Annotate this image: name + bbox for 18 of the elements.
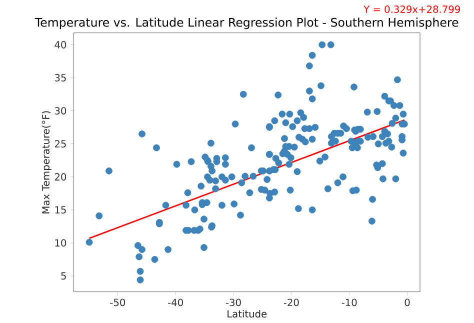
x-tick-label: -10: [342, 298, 357, 306]
y-axis-title: Max Temperature(°F): [42, 111, 52, 214]
y-tick-label: 5: [61, 272, 66, 280]
y-tick-label: 10: [55, 239, 66, 247]
x-tick-label: -20: [284, 298, 299, 306]
y-tick-label: 15: [55, 206, 66, 214]
x-axis-title: Latitude: [228, 310, 267, 318]
y-tick-label: 30: [54, 107, 66, 115]
y-tick-label: 35: [54, 74, 66, 82]
x-tick-label: -40: [168, 298, 183, 306]
x-tick-label: -50: [110, 298, 126, 306]
x-tick-label: -30: [226, 298, 241, 306]
y-tick-label: 40: [54, 41, 66, 49]
y-tick-label: 20: [54, 173, 66, 181]
y-tick-label: 25: [54, 140, 66, 148]
chart-title: Temperature vs. Latitude Linear Regression Plot - Southern Hemisphere: [34, 18, 458, 30]
text: Y = 0.329x+28.799: [364, 6, 460, 14]
x-tick-label: 0: [404, 298, 410, 306]
